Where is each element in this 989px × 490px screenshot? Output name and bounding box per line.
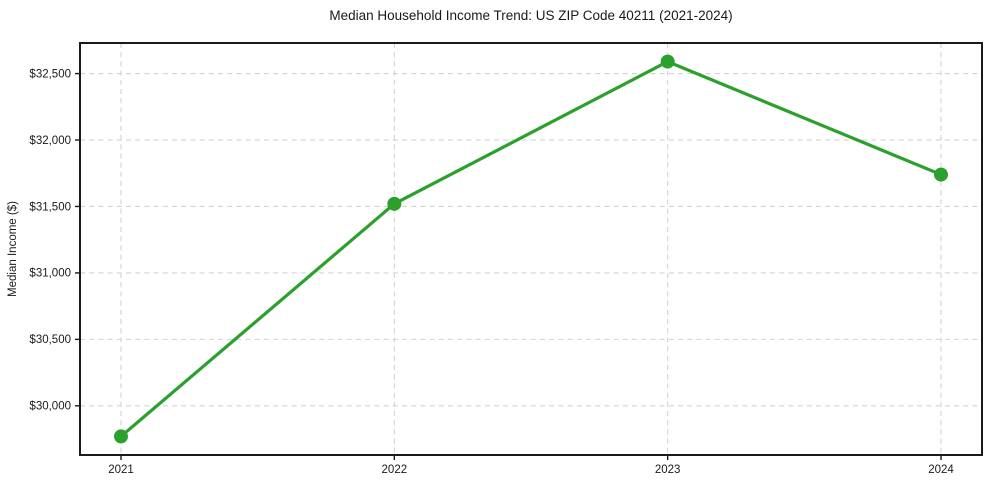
y-tick-label: $31,500	[29, 201, 71, 213]
plot-background	[80, 43, 982, 455]
data-point-2021	[114, 429, 128, 444]
x-tick-label: 2024	[928, 464, 954, 476]
trend-line	[119, 60, 943, 438]
y-tick-label: $30,000	[29, 401, 71, 413]
chart-title: Median Household Income Trend: US ZIP Co…	[329, 8, 733, 23]
axes-spines	[79, 42, 983, 456]
y-axis-label: Median Income ($)	[7, 201, 19, 297]
x-tick-label: 2022	[382, 464, 408, 476]
y-tick-label: $32,500	[29, 68, 71, 80]
data-point-2023	[660, 54, 675, 69]
y-tick-label: $30,500	[29, 334, 71, 346]
x-tick-label: 2021	[108, 464, 134, 476]
y-tick-label: $31,000	[29, 268, 71, 280]
x-tick-label: 2023	[655, 464, 681, 476]
y-tick-label: $32,000	[29, 135, 71, 147]
data-point-2024	[934, 167, 948, 182]
data-point-2022	[387, 196, 402, 211]
